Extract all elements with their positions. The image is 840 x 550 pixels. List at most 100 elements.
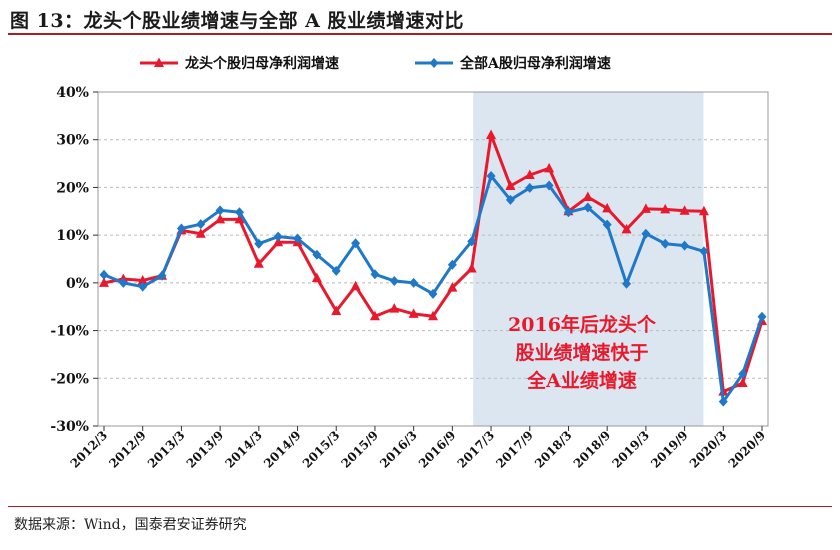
x-tick-label: 2016/3: [377, 428, 420, 471]
data-point: [583, 202, 593, 213]
data-point: [138, 281, 148, 292]
x-tick-label: 2016/9: [416, 428, 459, 471]
y-tick-label: -10%: [50, 324, 89, 340]
data-point: [660, 203, 671, 214]
data-point: [369, 310, 380, 321]
annotation-line: 股业绩增速快于: [515, 341, 648, 364]
series-2: [99, 170, 767, 407]
y-tick-label: 40%: [56, 85, 89, 101]
data-point: [698, 205, 709, 216]
data-point: [176, 223, 186, 234]
data-point: [370, 269, 380, 280]
data-point: [737, 377, 748, 388]
data-point: [486, 129, 497, 139]
data-point: [447, 259, 457, 270]
data-point: [582, 191, 593, 201]
x-tick-label: 2017/3: [455, 428, 498, 471]
data-point: [447, 282, 458, 292]
data-point: [602, 219, 612, 230]
x-tick-label: 2018/9: [571, 428, 614, 471]
legend-label: 全部A股归母净利润增速: [459, 55, 611, 72]
legend: 龙头个股归母净利润增速 全部A股归母净利润增速: [140, 55, 611, 72]
data-point: [293, 233, 303, 244]
x-axis: 2012/32012/92013/32013/92014/32014/92015…: [68, 426, 769, 471]
data-point: [466, 263, 477, 273]
annotation-line: 全A业绩增速: [526, 369, 637, 392]
data-point: [389, 303, 400, 313]
annotation-line: 2016年后龙头个: [508, 313, 657, 336]
x-tick-label: 2018/3: [532, 428, 575, 471]
data-point: [154, 57, 164, 67]
data-point: [137, 274, 148, 285]
data-point: [215, 213, 226, 224]
x-tick-label: 2015/3: [300, 428, 343, 471]
data-point: [679, 205, 690, 215]
figure-title: 图 13：龙头个股业绩增速与全部 A 股业绩增速对比: [10, 10, 465, 32]
data-point: [640, 203, 651, 213]
y-tick-label: 10%: [56, 228, 89, 244]
x-tick-label: 2019/3: [609, 428, 652, 471]
data-point: [660, 238, 670, 249]
data-point: [99, 277, 109, 287]
data-point: [544, 162, 555, 173]
plot-frame: [97, 91, 769, 427]
highlight-region: [473, 92, 704, 426]
data-point: [196, 219, 206, 230]
data-point: [525, 182, 535, 193]
data-point: [757, 311, 767, 322]
series-1: [99, 129, 767, 396]
data-point: [273, 231, 283, 242]
y-tick-label: -30%: [50, 419, 89, 435]
legend-label: 龙头个股归母净利润增速: [184, 55, 339, 72]
data-point: [486, 170, 496, 181]
y-axis: 40% 30% 20% 10% 0% -10% -20% -30%: [50, 85, 98, 435]
data-point: [157, 270, 167, 281]
data-point: [234, 207, 244, 218]
data-point: [429, 58, 439, 68]
data-point: [311, 272, 322, 283]
x-tick-label: 2017/9: [493, 428, 536, 471]
x-tick-label: 2019/9: [648, 428, 691, 471]
series-layer: [99, 129, 767, 407]
data-point: [544, 180, 554, 191]
data-point: [622, 278, 632, 289]
data-point: [680, 240, 690, 251]
data-point: [641, 228, 651, 239]
data-point: [563, 207, 573, 218]
data-point: [718, 396, 728, 407]
data-point: [331, 265, 341, 276]
data-point: [254, 238, 264, 249]
x-tick-label: 2020/3: [687, 428, 730, 471]
data-point: [118, 277, 128, 288]
data-point: [505, 194, 515, 205]
x-tick-label: 2012/9: [106, 428, 149, 471]
data-point: [699, 246, 709, 257]
source-note: 数据来源：Wind，国泰君安证券研究: [14, 517, 247, 533]
bottom-rule: [8, 506, 832, 507]
y-tick-label: -20%: [50, 371, 89, 387]
data-point: [408, 308, 419, 318]
data-point: [505, 180, 516, 190]
data-point: [428, 288, 438, 299]
y-tick-label: 0%: [66, 276, 89, 292]
x-tick-label: 2020/9: [726, 428, 769, 471]
y-tick-label: 30%: [56, 133, 89, 149]
data-point: [351, 238, 361, 249]
data-point: [331, 305, 342, 316]
x-tick-label: 2013/9: [184, 428, 227, 471]
y-tick-label: 20%: [56, 180, 89, 196]
x-tick-label: 2013/3: [145, 428, 188, 471]
data-point: [738, 368, 748, 379]
data-point: [524, 169, 535, 180]
title-rule: [8, 33, 832, 35]
data-point: [253, 258, 264, 268]
data-point: [215, 205, 225, 216]
data-point: [621, 223, 632, 234]
data-point: [99, 269, 109, 280]
legend-item-1: 龙头个股归母净利润增速: [140, 55, 339, 72]
data-point: [389, 275, 399, 286]
legend-item-2: 全部A股归母净利润增速: [415, 55, 611, 72]
x-tick-label: 2014/9: [261, 428, 304, 471]
